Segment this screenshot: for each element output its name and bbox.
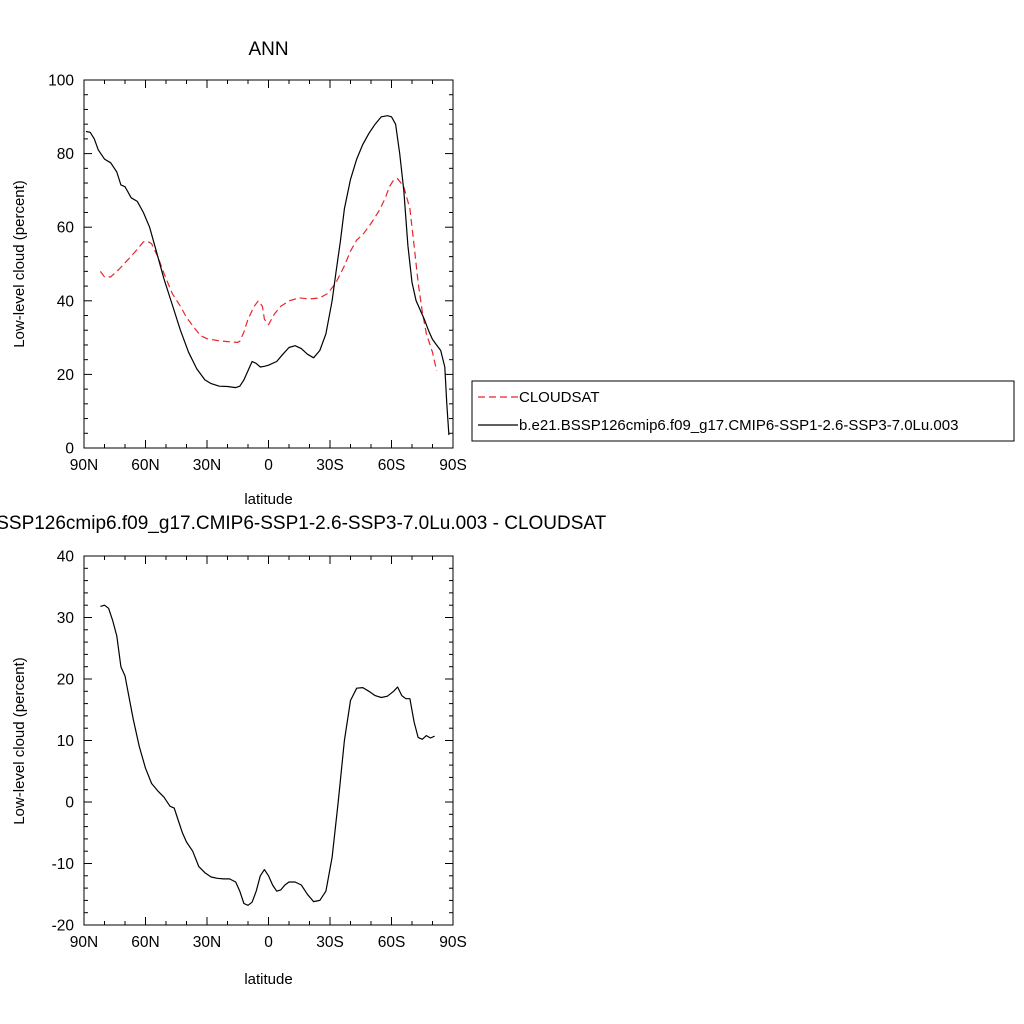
bottom-y-tick-label: -10: [52, 856, 75, 873]
top-chart-title: ANN: [248, 39, 288, 60]
bottom-y-tick-label: 30: [57, 610, 75, 627]
bottom-x-tick-label: 30N: [193, 934, 221, 951]
top-y-tick-label: 100: [48, 73, 74, 90]
top-y-tick-label: 60: [57, 220, 75, 237]
legend: CLOUDSAT b.e21.BSSP126cmip6.f09_g17.CMIP6…: [471, 380, 1015, 442]
bottom-x-tick-label: 30S: [316, 934, 344, 951]
bottom-y-tick-label: 40: [57, 549, 75, 566]
top-x-tick-label: 30S: [316, 457, 344, 474]
bottom-x-tick-label: 60N: [131, 934, 159, 951]
top-y-tick-label: 20: [57, 367, 75, 384]
bottom-y-tick-label: 10: [57, 733, 75, 750]
legend-label-1: b.e21.BSSP126cmip6.f09_g17.CMIP6-SSP1-2.…: [519, 417, 958, 434]
top-plot-frame: [83, 79, 454, 449]
bottom-chart-title: b.e21.BSSP126cmip6.f09_g17.CMIP6-SSP1-2.…: [0, 513, 607, 534]
bottom-panel: b.e21.BSSP126cmip6.f09_g17.CMIP6-SSP1-2.…: [0, 513, 607, 988]
legend-label-0: CLOUDSAT: [519, 389, 600, 406]
top-x-tick-label: 60N: [131, 457, 159, 474]
top-x-tick-label: 0: [264, 457, 273, 474]
top-series-line-1: [85, 115, 450, 436]
top-panel: ANN 90N 60N 30N 0 30S 60S 90S 0 20 40 60 80 100 lati…: [11, 39, 1015, 508]
bottom-y-tick-label: 0: [65, 795, 74, 812]
bottom-x-axis-label: latitude: [244, 971, 292, 988]
bottom-axis-ticks: 90N 60N 30N 0 30S 60S 90S -20 -10 0 10 20 30 40: [52, 549, 467, 952]
bottom-y-tick-label: -20: [52, 918, 75, 935]
bottom-x-tick-label: 60S: [378, 934, 406, 951]
top-axis-ticks: 90N 60N 30N 0 30S 60S 90S 0 20 40 60 80 100: [48, 73, 467, 475]
top-series-line-0: [99, 178, 438, 371]
top-x-tick-label: 90N: [70, 457, 98, 474]
bottom-plot-frame: [83, 555, 454, 926]
bottom-y-tick-label: 20: [57, 672, 75, 689]
legend-box: [471, 380, 1015, 442]
top-y-tick-label: 40: [57, 293, 75, 310]
top-series: [85, 115, 450, 436]
top-x-tick-label: 60S: [378, 457, 406, 474]
top-x-tick-label: 30N: [193, 457, 221, 474]
top-y-axis-label: Low-level cloud (percent): [11, 180, 28, 348]
bottom-series-line-0: [100, 604, 435, 906]
top-y-tick-label: 0: [65, 441, 74, 458]
top-x-axis-label: latitude: [244, 491, 292, 508]
bottom-y-axis-label: Low-level cloud (percent): [11, 657, 28, 825]
top-x-tick-label: 90S: [439, 457, 467, 474]
bottom-series: [100, 604, 435, 906]
bottom-x-tick-label: 90N: [70, 934, 98, 951]
bottom-x-tick-label: 90S: [439, 934, 467, 951]
bottom-x-tick-label: 0: [264, 934, 273, 951]
top-y-tick-label: 80: [57, 146, 75, 163]
